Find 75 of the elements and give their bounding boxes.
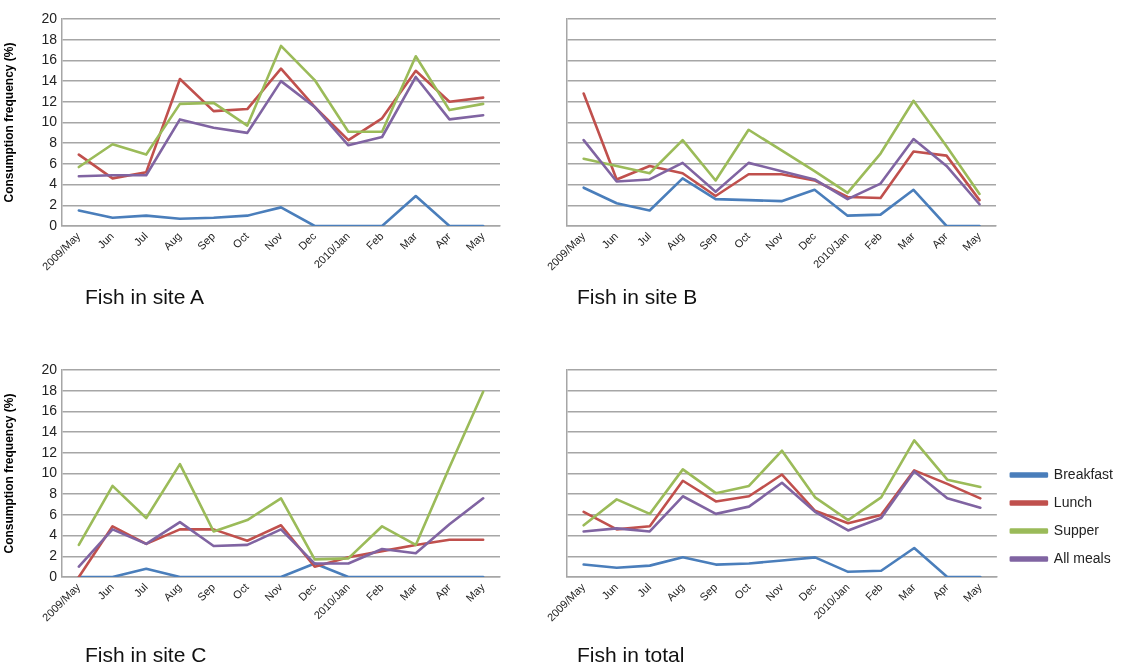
y-tick-label: 2: [49, 196, 58, 213]
y-tick-label: 10: [41, 113, 58, 130]
x-tick-label: Aug: [663, 229, 687, 253]
x-tick-label: Oct: [230, 229, 251, 251]
x-tick-label: Apr: [929, 229, 951, 251]
x-tick-label: Aug: [161, 229, 184, 253]
x-tick-label: Oct: [731, 580, 753, 602]
x-tick-label: Mar: [397, 580, 420, 603]
y-tick-label: 10: [41, 464, 58, 481]
text: Fish in site B: [577, 285, 698, 308]
y-tick-label: 12: [41, 92, 58, 109]
x-tick-label: May: [960, 580, 985, 604]
x-tick-label: Nov: [763, 580, 786, 604]
x-tick-label: Feb: [363, 580, 386, 603]
y-tick-label: 12: [41, 443, 58, 460]
x-tick-label: Feb: [862, 229, 885, 252]
y-tick-label: 6: [49, 154, 58, 171]
y-tick-label: 20: [41, 360, 58, 377]
y-tick-label: 18: [41, 30, 58, 47]
y-tick-label: 14: [41, 71, 58, 88]
x-tick-label: Jul: [634, 229, 654, 249]
x-tick-label: May: [463, 580, 488, 604]
legend-label: Supper: [1053, 521, 1100, 538]
x-tick-label: Dec: [295, 229, 319, 253]
x-tick-label: Apr: [432, 580, 454, 602]
y-tick-label: 14: [41, 422, 58, 439]
x-tick-label: Jul: [131, 580, 150, 600]
x-tick-label: Nov: [262, 580, 285, 604]
text: Fish in site C: [85, 643, 207, 664]
x-tick-label: Feb: [862, 580, 885, 603]
y-tick-label: 20: [41, 9, 58, 26]
x-tick-label: Mar: [895, 580, 919, 603]
x-tick-label: Jun: [599, 580, 621, 602]
x-tick-label: Sep: [194, 580, 218, 604]
x-tick-label: Jul: [634, 580, 654, 600]
x-tick-label: Nov: [762, 229, 786, 253]
x-tick-label: Nov: [262, 229, 285, 253]
x-tick-label: Sep: [194, 229, 218, 253]
y-tick-label: 8: [49, 485, 58, 502]
text: Fish in site A: [85, 285, 205, 308]
x-tick-label: Dec: [295, 580, 319, 604]
y-tick-label: 6: [49, 505, 58, 522]
x-tick-label: May: [959, 229, 984, 253]
y-tick-label: 2: [49, 547, 58, 564]
y-tick-label: 0: [49, 567, 58, 584]
y-tick-label: 16: [41, 51, 58, 68]
x-tick-label: Sep: [697, 580, 720, 604]
x-tick-label: Apr: [930, 580, 952, 602]
legend-label: Breakfast: [1053, 465, 1114, 482]
x-tick-label: Mar: [895, 229, 918, 252]
x-tick-label: Jul: [131, 229, 150, 249]
legend-label: All meals: [1053, 549, 1111, 566]
x-tick-label: Dec: [796, 580, 819, 604]
x-tick-label: Jun: [95, 580, 117, 602]
x-tick-label: Oct: [230, 580, 251, 602]
y-tick-label: 18: [41, 381, 58, 398]
x-tick-label: Mar: [397, 229, 420, 252]
y-tick-label: 8: [49, 134, 58, 151]
x-tick-label: Oct: [731, 229, 753, 251]
x-tick-label: Aug: [161, 580, 184, 604]
text: Fish in total: [577, 643, 685, 664]
x-tick-label: Jun: [599, 229, 621, 251]
x-tick-label: Aug: [664, 580, 687, 604]
x-tick-label: Sep: [696, 229, 720, 253]
y-tick-label: 4: [49, 175, 58, 192]
x-tick-label: Apr: [432, 229, 454, 251]
x-tick-label: Jun: [95, 229, 117, 251]
x-tick-label: May: [463, 229, 488, 253]
y-axis-title: Consumption frequency (%): [1, 393, 16, 554]
y-tick-label: 4: [49, 526, 58, 543]
x-tick-label: Feb: [363, 229, 386, 252]
legend-label: Lunch: [1053, 493, 1093, 510]
y-axis-title: Consumption frequency (%): [1, 42, 16, 203]
y-tick-label: 16: [41, 402, 58, 419]
y-tick-label: 0: [49, 216, 58, 233]
